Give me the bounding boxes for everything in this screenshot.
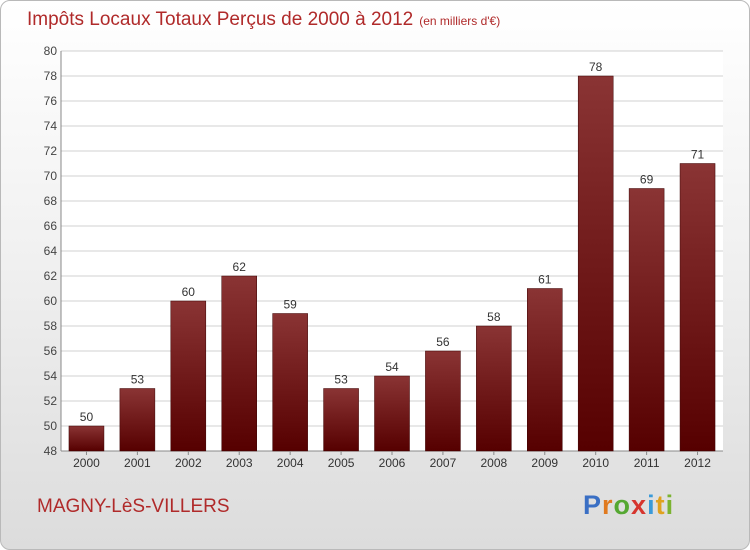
logo-letter: i bbox=[647, 490, 656, 520]
logo-letter: i bbox=[665, 490, 675, 520]
x-tick-label-2006: 2006 bbox=[379, 456, 406, 470]
y-tick-label: 74 bbox=[44, 119, 58, 133]
x-tick-label-2005: 2005 bbox=[328, 456, 355, 470]
bar-2012 bbox=[679, 163, 716, 452]
bar-2003 bbox=[221, 275, 257, 452]
logo-letter: x bbox=[631, 490, 648, 520]
value-label-2002: 60 bbox=[182, 285, 196, 299]
chart-unit: (en milliers d'€) bbox=[419, 14, 501, 28]
x-tick-label-2004: 2004 bbox=[277, 456, 304, 470]
proxiti-logo: Proxiti bbox=[583, 490, 674, 521]
bar-2002 bbox=[170, 300, 207, 452]
x-tick-label-2007: 2007 bbox=[430, 456, 457, 470]
y-tick-label: 80 bbox=[44, 44, 58, 58]
bar-2000 bbox=[68, 425, 105, 452]
logo-letter: P bbox=[583, 490, 603, 520]
logo-letter: r bbox=[602, 490, 614, 520]
value-label-2000: 50 bbox=[80, 410, 94, 424]
value-label-2011: 69 bbox=[640, 173, 654, 187]
location-label: MAGNY-LèS-VILLERS bbox=[37, 496, 230, 517]
y-tick-label: 62 bbox=[44, 269, 58, 283]
bar-2004 bbox=[272, 313, 308, 452]
bar-2011 bbox=[628, 188, 665, 452]
y-tick-label: 60 bbox=[44, 294, 58, 308]
x-tick-label-2009: 2009 bbox=[531, 456, 558, 470]
y-tick-label: 48 bbox=[44, 444, 58, 458]
value-label-2004: 59 bbox=[283, 298, 297, 312]
logo-letter: t bbox=[655, 490, 666, 520]
x-tick-label-2003: 2003 bbox=[226, 456, 253, 470]
logo-letter: o bbox=[613, 490, 632, 520]
value-label-2012: 71 bbox=[691, 148, 705, 162]
y-tick-label: 58 bbox=[44, 319, 58, 333]
y-tick-label: 70 bbox=[44, 169, 58, 183]
bar-2008 bbox=[476, 325, 512, 452]
value-label-2010: 78 bbox=[589, 60, 603, 74]
value-label-2009: 61 bbox=[538, 273, 552, 287]
chart-title-text: Impôts Locaux Totaux Perçus de 2000 à 20… bbox=[27, 9, 414, 30]
bar-2010 bbox=[577, 75, 614, 452]
x-tick-label-2011: 2011 bbox=[634, 456, 660, 470]
y-tick-label: 78 bbox=[44, 69, 58, 83]
x-tick-label-2002: 2002 bbox=[175, 456, 202, 470]
bar-2005 bbox=[323, 388, 359, 452]
value-label-2005: 53 bbox=[334, 373, 348, 387]
chart-title: Impôts Locaux Totaux Perçus de 2000 à 20… bbox=[27, 9, 500, 31]
y-tick-label: 66 bbox=[44, 219, 58, 233]
x-tick-label-2010: 2010 bbox=[582, 456, 609, 470]
y-tick-label: 68 bbox=[44, 194, 58, 208]
y-tick-label: 52 bbox=[44, 394, 58, 408]
y-tick-label: 64 bbox=[44, 244, 58, 258]
x-tick-label-2008: 2008 bbox=[480, 456, 507, 470]
x-tick-label-2001: 2001 bbox=[124, 456, 151, 470]
x-tick-label-2012: 2012 bbox=[684, 456, 711, 470]
value-label-2008: 58 bbox=[487, 310, 501, 324]
x-tick-label-2000: 2000 bbox=[73, 456, 100, 470]
bar-2006 bbox=[374, 375, 410, 452]
y-tick-label: 72 bbox=[44, 144, 58, 158]
y-tick-label: 76 bbox=[44, 94, 58, 108]
value-label-2007: 56 bbox=[436, 335, 450, 349]
y-tick-label: 54 bbox=[44, 369, 58, 383]
value-label-2003: 62 bbox=[233, 260, 247, 274]
bar-2001 bbox=[119, 388, 156, 452]
y-tick-label: 50 bbox=[44, 419, 58, 433]
bar-2009 bbox=[527, 288, 563, 452]
value-label-2006: 54 bbox=[385, 360, 399, 374]
bar-2007 bbox=[425, 350, 461, 452]
value-label-2001: 53 bbox=[131, 373, 145, 387]
y-tick-label: 56 bbox=[44, 344, 58, 358]
